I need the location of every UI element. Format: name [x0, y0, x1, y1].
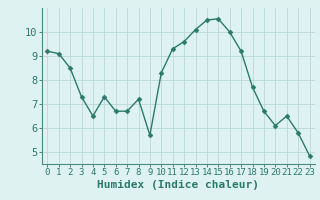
X-axis label: Humidex (Indice chaleur): Humidex (Indice chaleur) — [97, 180, 260, 190]
